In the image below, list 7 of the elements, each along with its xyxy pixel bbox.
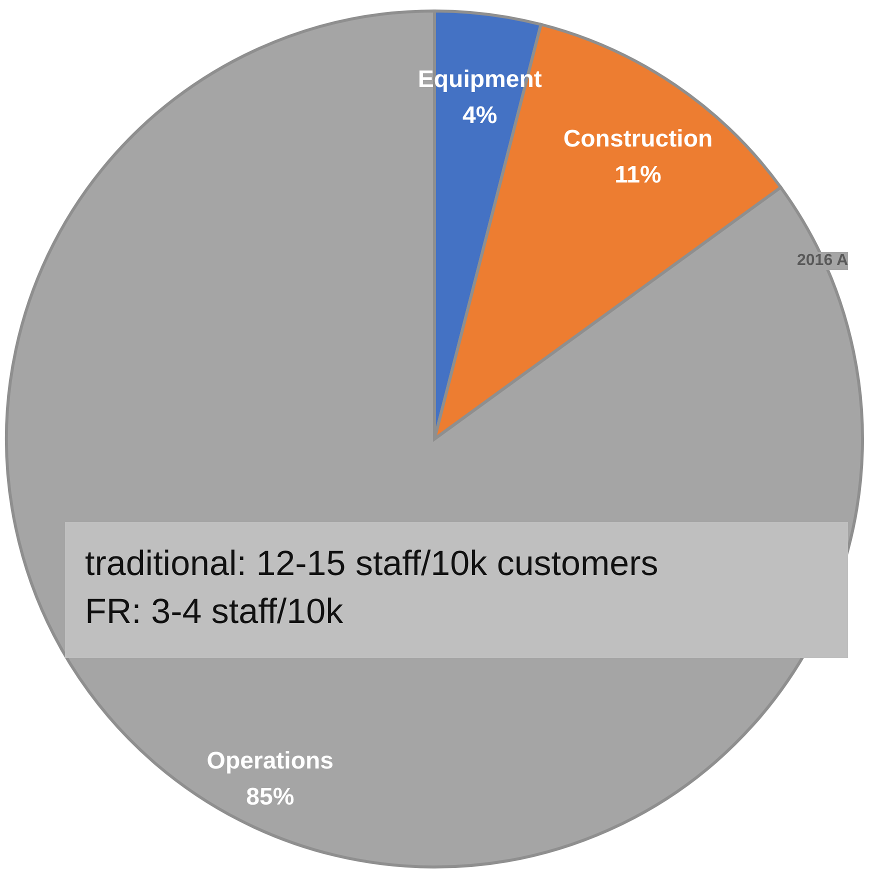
text: 2016 A bbox=[797, 252, 848, 270]
slice-label: Operations bbox=[206, 748, 334, 775]
text-box: traditional: 12-15 staff/10k customers FR: 3-4 staff/10k bbox=[65, 522, 848, 658]
data-label: 11% bbox=[614, 162, 662, 189]
data-label: 4% bbox=[462, 102, 498, 129]
data-label: 85% bbox=[246, 784, 294, 811]
slice-label: Construction bbox=[563, 126, 713, 153]
